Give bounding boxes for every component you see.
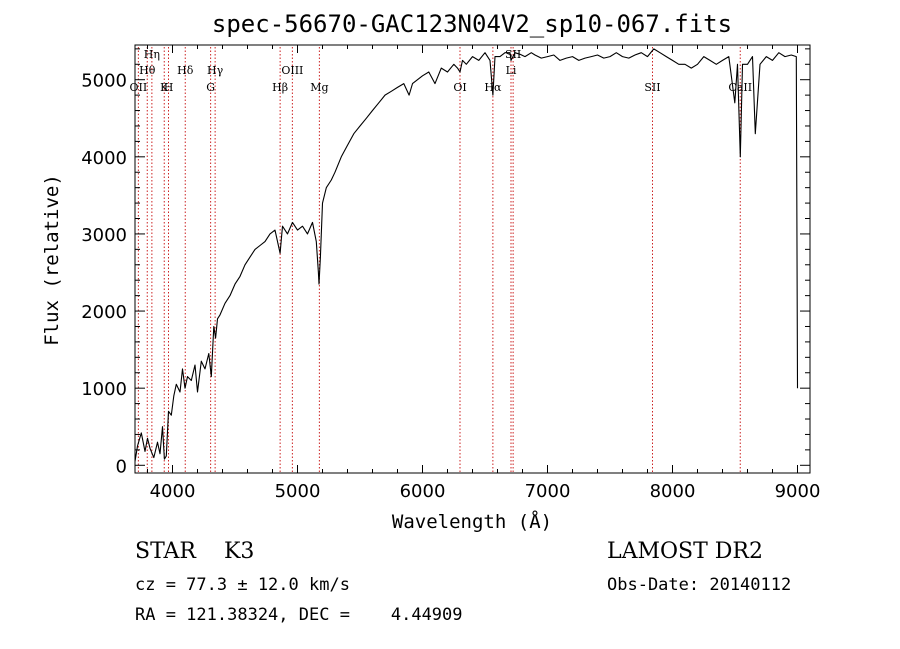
x-tick-label: 8000 <box>650 481 696 502</box>
line-marker-label: K <box>160 81 169 94</box>
line-marker-label: Hδ <box>177 64 194 77</box>
x-tick-label: 9000 <box>775 481 821 502</box>
line-marker-label: G <box>206 81 215 94</box>
line-marker-label: OIII <box>281 64 303 77</box>
y-tick-label: 5000 <box>81 71 127 92</box>
y-tick-label: 2000 <box>81 302 127 323</box>
object-class: STAR K3 <box>135 539 254 564</box>
spectrum-line <box>134 48 799 462</box>
x-axis: 4000 5000 6000 7000 8000 9000 <box>147 45 821 502</box>
y-axis: 0 1000 2000 3000 4000 5000 <box>81 48 810 477</box>
plot-frame <box>134 44 811 474</box>
chart-title: spec-56670-GAC123N04V2_sp10-067.fits <box>212 10 732 38</box>
survey-name: LAMOST DR2 <box>607 539 763 564</box>
line-marker-label: CaII <box>728 81 752 94</box>
line-marker-label: Hθ <box>139 64 156 77</box>
line-marker-label: SII <box>505 48 521 61</box>
line-marker-label: H <box>164 81 174 94</box>
line-marker-label: OI <box>453 81 466 94</box>
y-tick-label: 4000 <box>81 148 127 169</box>
redshift-velocity: cz = 77.3 ± 12.0 km/s <box>135 575 350 595</box>
x-axis-label: Wavelength (Å) <box>392 510 552 533</box>
line-marker-label: OII <box>130 81 148 94</box>
line-marker-label: Mg <box>310 81 328 94</box>
y-tick-label: 0 <box>116 456 127 477</box>
spectrum-series <box>134 48 799 462</box>
line-marker-label: Li <box>506 64 517 77</box>
coordinates: RA = 121.38324, DEC = 4.44909 <box>135 605 463 625</box>
line-marker-label: Hγ <box>207 64 224 77</box>
y-tick-label: 1000 <box>81 379 127 400</box>
line-marker-label: SII <box>644 81 660 94</box>
x-tick-label: 5000 <box>275 481 321 502</box>
line-marker-label: Hη <box>144 48 160 61</box>
x-tick-label: 7000 <box>525 481 571 502</box>
y-axis-label: Flux (relative) <box>41 174 63 346</box>
line-marker-label: Hβ <box>272 81 288 94</box>
x-tick-label: 4000 <box>150 481 196 502</box>
y-tick-label: 3000 <box>81 225 127 246</box>
x-tick-label: 6000 <box>400 481 446 502</box>
observation-date: Obs-Date: 20140112 <box>607 575 791 595</box>
